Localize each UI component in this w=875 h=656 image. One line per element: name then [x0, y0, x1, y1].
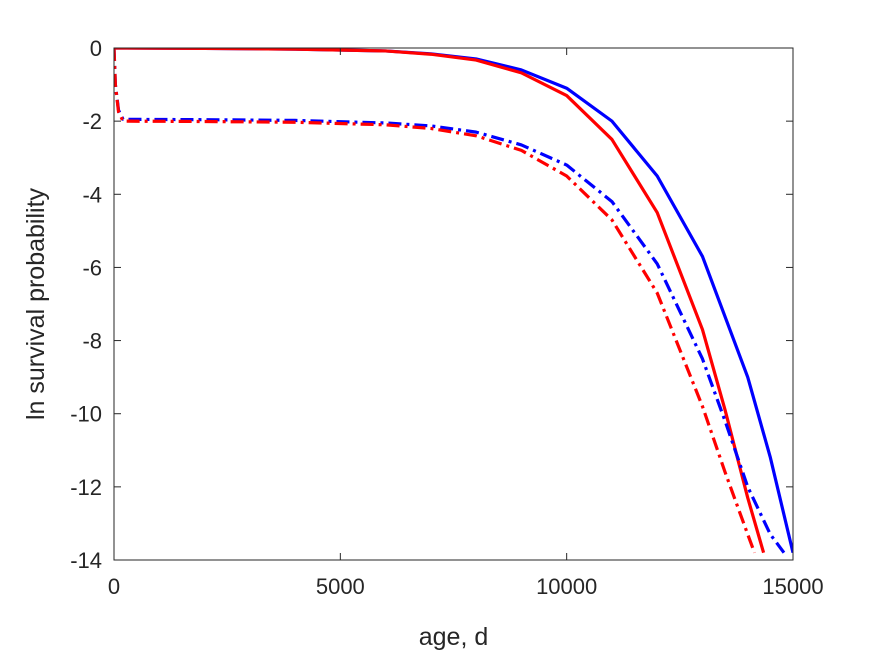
series-line-4 [114, 48, 757, 554]
ticks-layer: 0 5000 10000 15000 0 -2 -4 -6 -8 -10 -12 -14 [70, 36, 823, 599]
y-tick-label: 0 [90, 36, 102, 61]
y-tick-label: -10 [70, 402, 102, 427]
y-tick-label: -8 [82, 329, 102, 354]
x-tick-label: 10000 [536, 574, 597, 599]
y-axis-label: ln survival probability [22, 187, 50, 420]
x-tick-label: 15000 [762, 574, 823, 599]
series-layer [114, 48, 793, 554]
axes-box [113, 47, 794, 561]
y-tick-label: -12 [70, 475, 102, 500]
y-tick-label: -2 [82, 109, 102, 134]
y-tick-label: -14 [70, 548, 102, 573]
y-tick-label: -6 [82, 255, 102, 280]
y-tick-label: -4 [82, 182, 102, 207]
x-tick-label: 5000 [316, 574, 365, 599]
series-line-2 [114, 48, 766, 554]
x-axis-label: age, d [419, 623, 489, 651]
x-tick-label: 0 [108, 574, 120, 599]
